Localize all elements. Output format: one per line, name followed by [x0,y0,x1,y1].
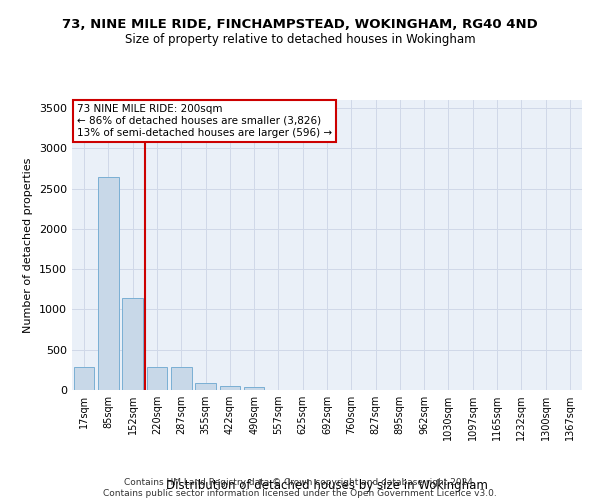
Bar [122,298,143,390]
Bar [171,368,191,390]
Text: Contains HM Land Registry data © Crown copyright and database right 2024.
Contai: Contains HM Land Registry data © Crown c… [103,478,497,498]
Bar [74,368,94,390]
Bar [220,386,240,390]
Bar [146,368,167,390]
Text: 73 NINE MILE RIDE: 200sqm
← 86% of detached houses are smaller (3,826)
13% of se: 73 NINE MILE RIDE: 200sqm ← 86% of detac… [77,104,332,138]
X-axis label: Distribution of detached houses by size in Wokingham: Distribution of detached houses by size … [166,479,488,492]
Text: 73, NINE MILE RIDE, FINCHAMPSTEAD, WOKINGHAM, RG40 4ND: 73, NINE MILE RIDE, FINCHAMPSTEAD, WOKIN… [62,18,538,30]
Bar [98,176,119,390]
Text: Size of property relative to detached houses in Wokingham: Size of property relative to detached ho… [125,32,475,46]
Bar [195,383,216,390]
Bar [244,387,265,390]
Y-axis label: Number of detached properties: Number of detached properties [23,158,34,332]
